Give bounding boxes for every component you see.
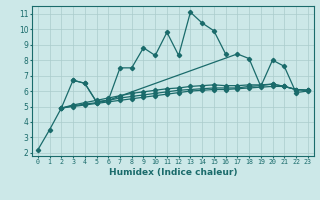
X-axis label: Humidex (Indice chaleur): Humidex (Indice chaleur): [108, 168, 237, 177]
